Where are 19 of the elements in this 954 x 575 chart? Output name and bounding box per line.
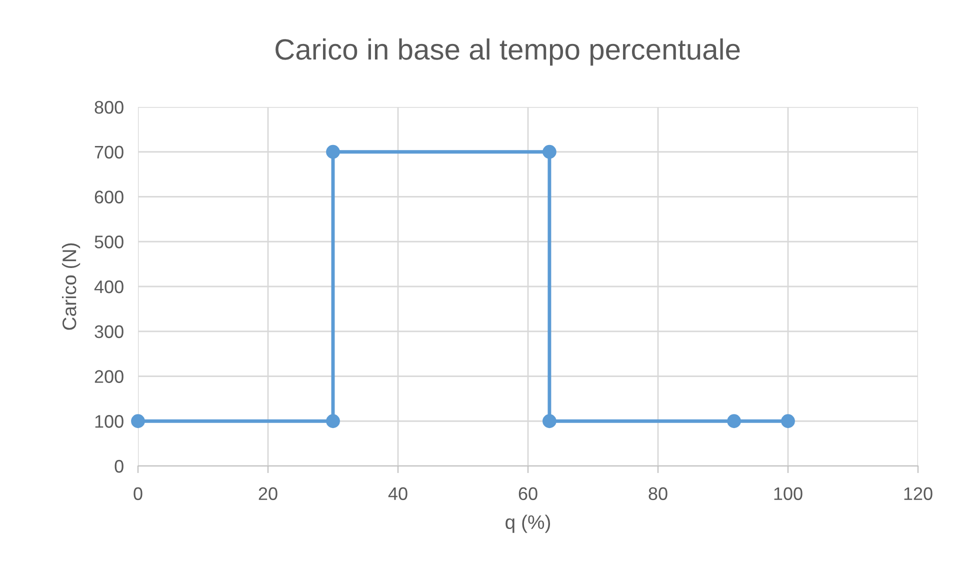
y-tick-label: 600: [94, 190, 124, 204]
x-tick-label: 100: [774, 487, 802, 500]
x-tick-label: 40: [388, 487, 408, 500]
y-axis-title: Carico (N): [62, 243, 80, 330]
x-axis-title: q (%): [506, 514, 550, 533]
y-tick-label: 500: [94, 236, 124, 248]
y-tick-label: 0: [114, 460, 124, 473]
x-tick-label: 80: [648, 487, 668, 500]
chart-title: Carico in base al tempo percentuale: [276, 38, 740, 66]
y-tick-label: 800: [94, 100, 124, 114]
x-tick-label: 60: [518, 487, 538, 500]
y-tick-label: 300: [94, 325, 124, 338]
x-tick-label: 120: [904, 487, 932, 500]
x-tick-label: 20: [258, 487, 278, 500]
y-tick-label: 400: [94, 280, 124, 294]
x-tick-label: 0: [134, 487, 142, 500]
y-tick-label: 700: [94, 146, 124, 159]
y-tick-label: 200: [94, 370, 124, 383]
y-tick-label: 100: [95, 415, 124, 428]
